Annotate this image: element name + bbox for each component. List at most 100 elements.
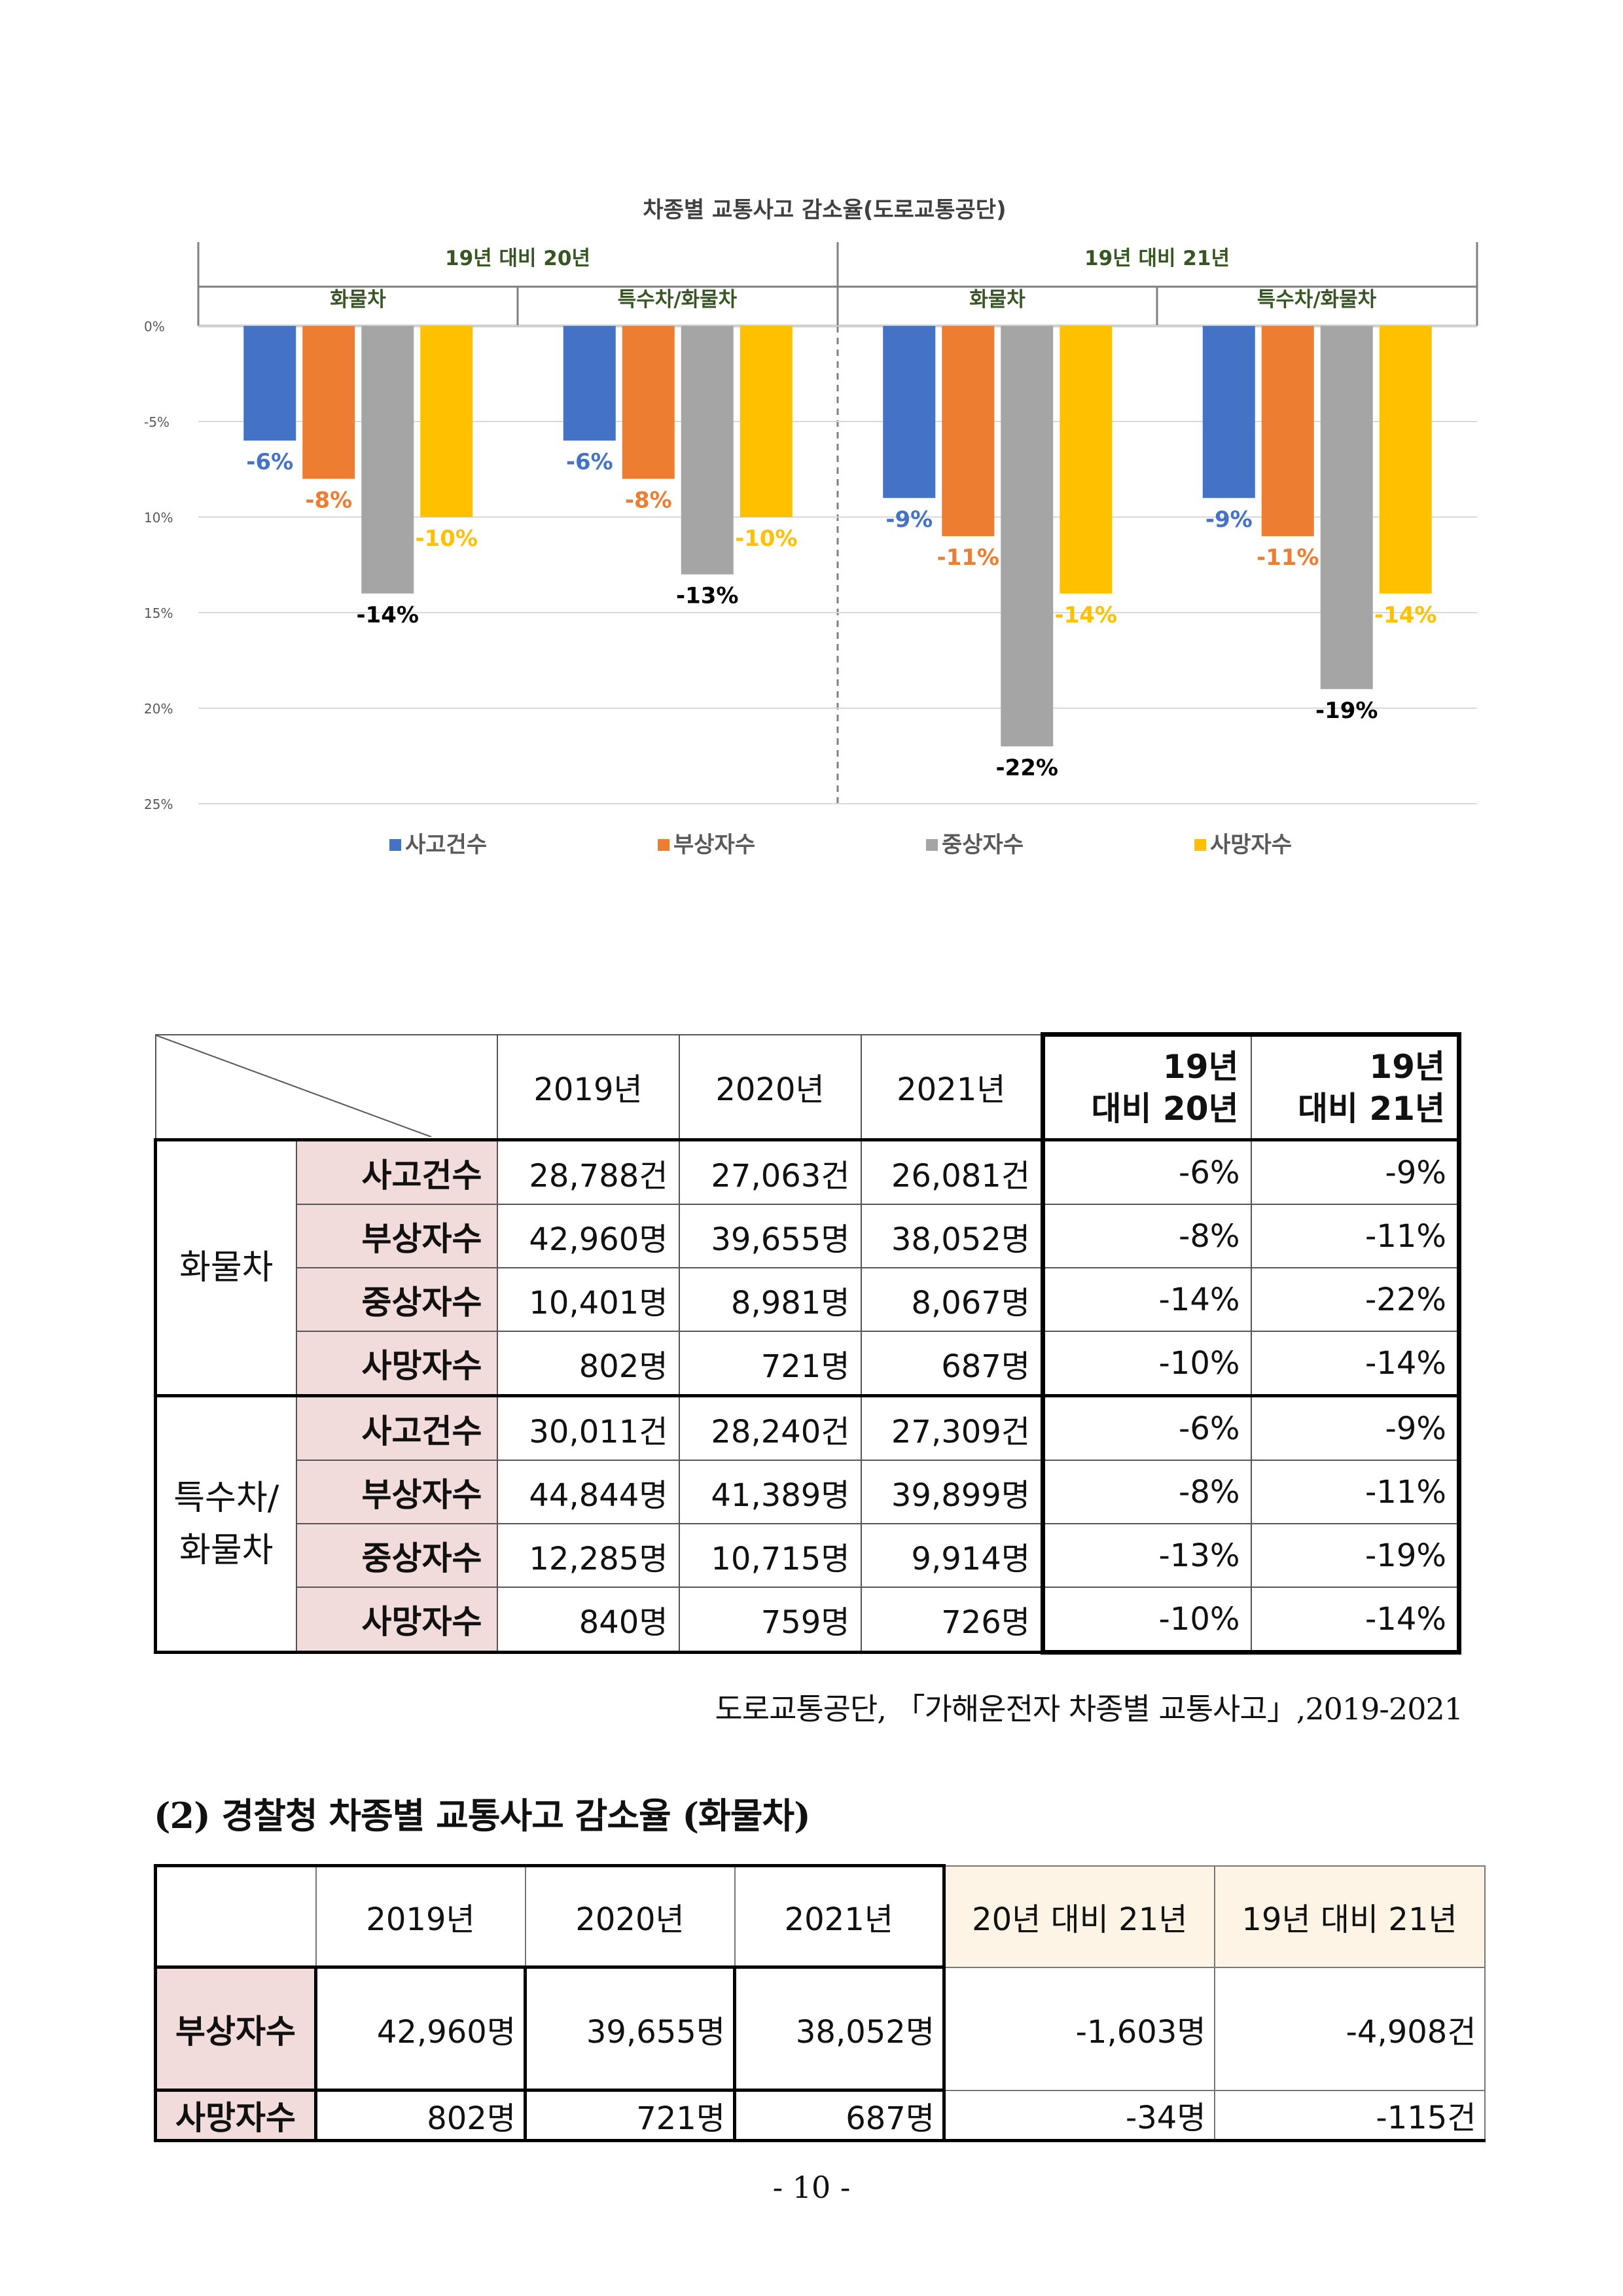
y-tick-label: 0% [144,319,165,334]
category-label-3: 화물차 [969,288,1026,312]
t2-header: 2021년 [734,1864,946,1968]
category-label-4: 특수차/화물차 [1257,288,1377,312]
bar-사망자수-3 [1060,326,1113,594]
data-label: -10% [416,526,478,552]
t1-cell: 8,981명 [678,1267,862,1332]
legend-label: 부상자수 [673,832,755,858]
chart-data-labels: -6%-8%-14%-10%-6%-8%-13%-10%-9%-11%-22%-… [246,449,1436,781]
t1-row-label: 사고건수 [295,1394,498,1461]
t1-cell: -14% [1250,1331,1461,1397]
y-tick-label: 15% [144,605,173,621]
t1-cell: 759명 [678,1587,862,1654]
chart-bars [243,326,1432,747]
bar-부상자수-2 [622,326,675,479]
t1-cell: -11% [1250,1460,1461,1524]
bar-중상자수-3 [1001,326,1054,747]
traffic-accident-reduction-chart: 차종별 교통사고 감소율(도로교통공단) 19년 대비 20년 19년 대비 2… [144,197,1478,858]
page-number: - 10 - [772,2170,851,2205]
t1-cell: -14% [1250,1587,1461,1655]
t1-row-label: 중상자수 [295,1523,498,1588]
t1-cmp-19-21: 19년 대비 21년 [1250,1032,1461,1141]
t1-cell: 726명 [860,1587,1044,1654]
t2-cell: 721명 [524,2089,736,2142]
legend-swatch [389,839,401,851]
t1-cell: 42,960명 [496,1204,680,1268]
legend-swatch [658,839,669,851]
t1-cell: 802명 [496,1331,680,1397]
t1-group-truck: 화물차 [154,1138,297,1397]
data-label: -9% [1205,507,1253,533]
bar-중상자수-4 [1320,326,1373,689]
legend-label: 사고건수 [405,832,487,858]
t1-cell: 27,309건 [860,1394,1044,1461]
t1-row-label: 중상자수 [295,1267,498,1332]
data-label: -14% [1374,602,1437,628]
data-label: -14% [1055,602,1118,628]
chart-legend: 사고건수 부상자수 중상자수 사망자수 [389,832,1292,858]
t1-cell: 8,067명 [860,1267,1044,1332]
t1-cell: -11% [1250,1204,1461,1268]
t2-cell: -34명 [943,2089,1215,2142]
t1-cell: 721명 [678,1331,862,1397]
t1-cell: 27,063건 [678,1138,862,1205]
t1-cell: -6% [1041,1138,1252,1205]
bar-사망자수-1 [420,326,473,517]
t2-header: 20년 대비 21년 [943,1865,1215,1968]
t1-cell: 39,655명 [678,1204,862,1268]
t1-cell: -10% [1041,1331,1252,1397]
data-label: -6% [246,449,293,475]
data-label: -14% [357,602,419,628]
t1-year-2020: 2020년 [678,1033,862,1141]
bar-부상자수-3 [942,326,995,537]
source-citation: 도로교통공단, 「가해운전자 차종별 교통사고」,2019-2021 [715,1691,1463,1727]
t1-cell: 28,240건 [678,1394,862,1461]
period-label-2021: 19년 대비 21년 [1084,247,1230,270]
t1-cell: -10% [1041,1587,1252,1655]
data-label: -9% [885,507,933,533]
t1-year-2019: 2019년 [496,1033,680,1141]
data-label: -6% [566,449,613,475]
bar-사고건수-3 [883,326,936,498]
bar-부상자수-4 [1261,326,1314,537]
t2-cell: -4,908건 [1213,1966,1486,2091]
category-label-2: 특수차/화물차 [618,288,738,312]
table1-corner-cell [154,1033,498,1141]
t2-header: 2020년 [524,1864,736,1968]
bar-중상자수-1 [361,326,414,594]
t1-cell: -6% [1041,1394,1252,1461]
t1-cell: -8% [1041,1460,1252,1524]
bar-사망자수-4 [1379,326,1432,594]
t1-cell: -14% [1041,1267,1252,1332]
period-label-2020: 19년 대비 20년 [445,247,590,270]
t1-cell: 44,844명 [496,1460,680,1524]
t2-cell: 802명 [315,2089,527,2142]
t2-cell: -115건 [1213,2089,1486,2142]
t1-cell: 840명 [496,1587,680,1654]
bar-사고건수-2 [563,326,616,441]
t2-header: 19년 대비 21년 [1213,1865,1486,1968]
data-label: -11% [937,545,1000,571]
t1-year-2021: 2021년 [860,1033,1044,1141]
data-label: -13% [676,583,739,609]
data-label: -10% [735,526,798,552]
data-label: -8% [305,488,352,514]
t1-cell: -13% [1041,1523,1252,1588]
t2-row-label: 사망자수 [154,2089,317,2142]
t1-cell: 9,914명 [860,1523,1044,1588]
data-label: -19% [1315,698,1378,724]
data-label: -8% [625,488,672,514]
t1-cell: 41,389명 [678,1460,862,1524]
y-tick-label: -5% [144,414,169,430]
legend-swatch [926,839,938,851]
t1-cell: 38,052명 [860,1204,1044,1268]
t1-cell: -19% [1250,1523,1461,1588]
t1-cmp-19-20: 19년 대비 20년 [1041,1032,1252,1141]
road-traffic-authority-table: 2019년 2020년 2021년 19년 대비 20년 19년 대비 21년 화물… [154,1032,1461,1655]
t2-row-label: 부상자수 [154,1965,317,2091]
t2-cell: 38,052명 [734,1965,946,2091]
t2-cell: -1,603명 [943,1966,1215,2091]
data-label: -22% [996,755,1059,781]
y-tick-label: 10% [144,510,173,526]
t1-group-special-truck: 특수차/화물차 [154,1394,297,1654]
t1-cell: 28,788건 [496,1138,680,1205]
